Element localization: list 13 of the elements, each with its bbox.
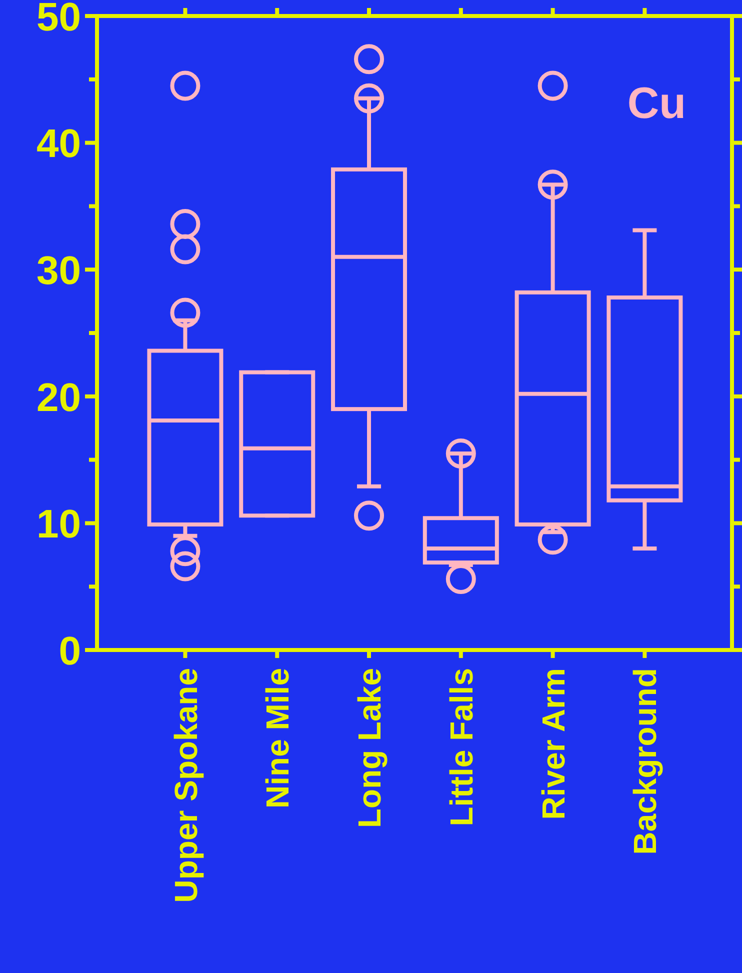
x-tick-label: Long Lake — [352, 668, 388, 828]
y-tick-label: 30 — [36, 249, 81, 293]
annotation: Cu — [627, 79, 686, 128]
y-tick-label: 50 — [36, 0, 81, 40]
y-tick-label: 10 — [36, 502, 81, 547]
y-tick-label: 0 — [58, 629, 81, 674]
x-tick-label: Nine Mile — [260, 668, 296, 808]
y-tick-label: 20 — [36, 376, 81, 420]
y-tick-label: 40 — [36, 122, 81, 166]
x-tick-label: Background — [627, 668, 664, 855]
x-tick-label: Upper Spokane — [168, 668, 204, 903]
x-tick-label: River Arm — [535, 668, 572, 820]
x-tick-label: Little Falls — [443, 668, 480, 826]
